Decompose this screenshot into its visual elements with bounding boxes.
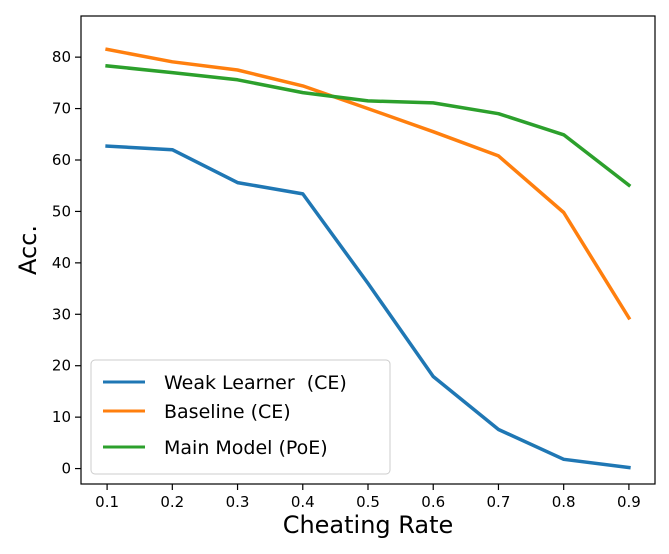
y-tick-label: 0 — [61, 460, 71, 478]
y-axis-label: Acc. — [14, 225, 42, 275]
x-tick-label: 0.6 — [421, 493, 445, 511]
x-axis-label: Cheating Rate — [283, 511, 454, 539]
series-lines — [105, 47, 632, 470]
legend-label-baseline: Baseline (CE) — [164, 401, 291, 423]
plot-frame — [80, 15, 656, 485]
axis-ticks: 0.1 0.2 0.3 0.4 0.5 0.6 0.7 0.8 0.9 0 10 20 30 40 50 60… — [52, 48, 641, 511]
x-tick-label: 0.9 — [617, 493, 641, 511]
y-tick-label: 80 — [52, 48, 71, 66]
legend-label-main-model: Main Model (PoE) — [164, 437, 328, 459]
y-tick-label: 20 — [52, 357, 71, 375]
x-tick-label: 0.5 — [356, 493, 380, 511]
series-line-2 — [105, 63, 632, 188]
y-tick-label: 70 — [52, 100, 71, 118]
x-tick-label: 0.1 — [95, 493, 119, 511]
y-tick-label: 40 — [52, 254, 71, 272]
legend: Weak Learner (CE) Baseline (CE) Main Mod… — [90, 359, 391, 475]
y-tick-label: 30 — [52, 305, 71, 323]
y-tick-label: 10 — [52, 408, 71, 426]
legend-label-weak-learner: Weak Learner (CE) — [164, 372, 347, 394]
x-tick-label: 0.7 — [487, 493, 511, 511]
legend-box — [90, 359, 391, 475]
x-tick-label: 0.3 — [226, 493, 250, 511]
y-tick-label: 60 — [52, 151, 71, 169]
series-line-0 — [105, 144, 631, 470]
x-tick-label: 0.8 — [552, 493, 576, 511]
series-line-1 — [105, 47, 632, 321]
x-tick-label: 0.2 — [160, 493, 184, 511]
x-tick-label: 0.4 — [291, 493, 315, 511]
y-tick-label: 50 — [52, 202, 71, 220]
